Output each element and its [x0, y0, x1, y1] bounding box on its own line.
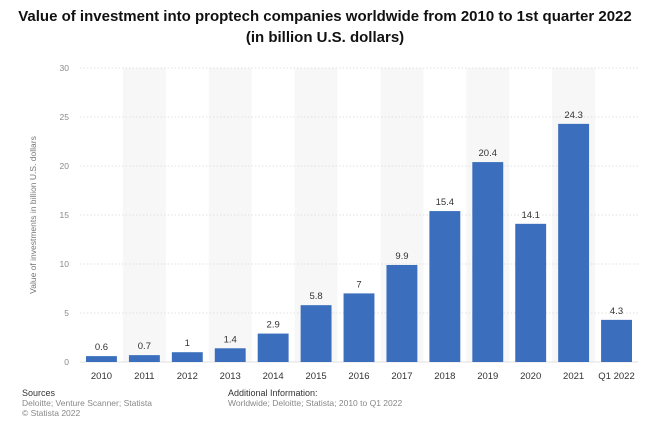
data-label: 1 [185, 338, 190, 349]
x-tick-label: 2017 [391, 371, 412, 382]
bar [214, 348, 246, 362]
copyright-text: © Statista 2022 [22, 408, 81, 418]
y-tick-label: 25 [60, 112, 70, 122]
additional-info-text: Worldwide; Deloitte; Statista; 2010 to Q… [228, 398, 403, 408]
data-label: 5.8 [309, 291, 322, 302]
additional-info-block: Additional Information: Worldwide; Deloi… [228, 388, 402, 408]
chart-title: Value of investment into proptech compan… [0, 6, 650, 48]
bar [86, 356, 117, 362]
y-tick-label: 30 [60, 63, 70, 73]
x-tick-label: 2012 [177, 371, 198, 382]
chart-title-line-1: Value of investment into proptech compan… [18, 8, 632, 25]
data-label: 7 [356, 279, 361, 290]
sources-block: Sources Deloitte; Venture Scanner; Stati… [22, 388, 152, 418]
x-tick-label: 2013 [220, 371, 241, 382]
bar [515, 223, 547, 362]
chart-title-line-2: (in billion U.S. dollars) [245, 29, 405, 46]
y-tick-label: 20 [60, 161, 70, 171]
data-label: 15.4 [436, 197, 455, 208]
x-tick-label: 2018 [434, 371, 455, 382]
y-tick-label: 5 [64, 308, 69, 318]
bar [429, 211, 461, 362]
y-tick-label: 10 [60, 259, 70, 269]
data-label: 9.9 [395, 251, 408, 262]
data-label: 0.6 [95, 342, 108, 353]
sources-heading: Sources [22, 388, 56, 398]
x-tick-label: 2010 [91, 371, 112, 382]
y-tick-label: 0 [64, 357, 69, 367]
bar [300, 305, 332, 362]
data-label: 1.4 [224, 334, 237, 345]
data-label: 24.3 [564, 110, 583, 121]
x-tick-label: 2014 [263, 371, 284, 382]
data-label: 4.3 [610, 306, 623, 317]
bar [171, 352, 203, 362]
data-label: 20.4 [479, 148, 498, 159]
x-tick-label: 2011 [134, 371, 154, 382]
y-tick-label: 15 [60, 210, 70, 220]
x-tick-label: 2021 [563, 371, 584, 382]
bar [386, 264, 418, 362]
bar [128, 355, 160, 362]
sources-text: Deloitte; Venture Scanner; Statista [22, 398, 152, 408]
x-tick-label: 2020 [520, 371, 541, 382]
data-label: 0.7 [138, 341, 151, 352]
bar [257, 333, 289, 362]
x-tick-label: Q1 2022 [598, 371, 634, 382]
bar [343, 293, 375, 362]
bar [558, 123, 590, 362]
x-tick-label: 2015 [306, 371, 327, 382]
bar [472, 162, 504, 362]
x-tick-label: 2019 [477, 371, 498, 382]
data-label: 14.1 [521, 210, 540, 221]
bar [601, 319, 632, 362]
additional-info-heading: Additional Information: [228, 388, 318, 398]
data-label: 2.9 [267, 320, 280, 331]
y-axis-label: Value of investments in billion U.S. dol… [28, 136, 38, 294]
x-tick-label: 2016 [348, 371, 369, 382]
